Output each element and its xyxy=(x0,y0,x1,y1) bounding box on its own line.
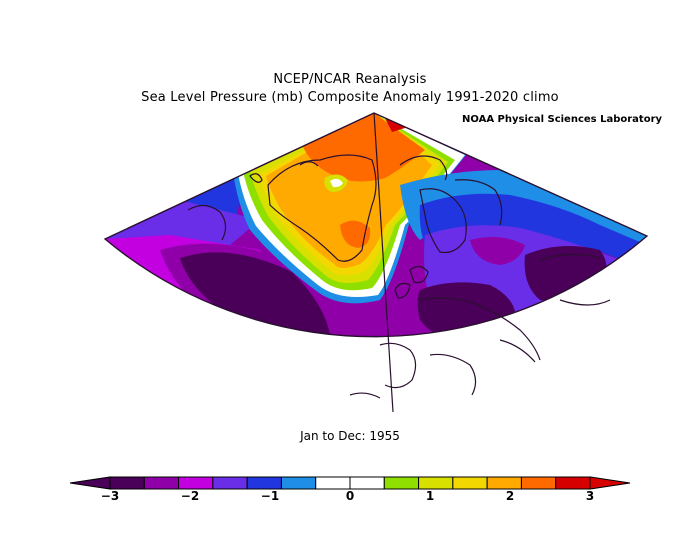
colorbar-cell xyxy=(349,476,385,490)
colorbar-cell xyxy=(418,476,454,490)
prime-meridian xyxy=(373,112,394,413)
colorbar-cell xyxy=(280,476,317,490)
colorbar-cell xyxy=(315,476,351,490)
colorbar-cell xyxy=(178,476,214,490)
colorbar-cell xyxy=(520,476,557,490)
coastlines xyxy=(187,154,611,399)
map-title: NCEP/NCAR Reanalysis xyxy=(273,72,427,87)
colorbar-tick-label: 2 xyxy=(505,489,515,503)
colorbar-cell xyxy=(486,476,522,490)
map-subtitle: Sea Level Pressure (mb) Composite Anomal… xyxy=(141,90,559,105)
colorbar-tick-label: −3 xyxy=(100,489,120,503)
map-frame xyxy=(103,112,649,338)
colorbar-tick-label: 1 xyxy=(425,489,435,503)
credit-label: NOAA Physical Sciences Laboratory xyxy=(462,114,663,125)
colorbar-cell xyxy=(452,476,488,490)
colorbar-cell xyxy=(555,476,591,490)
colorbar-tick-label: −1 xyxy=(260,489,280,503)
time-period-label: Jan to Dec: 1955 xyxy=(300,429,400,443)
colorbar-cell xyxy=(212,476,248,490)
colorbar-tick-label: 3 xyxy=(585,489,595,503)
colorbar-cell xyxy=(246,476,282,490)
colorbar-high-arrow xyxy=(589,476,631,490)
colorbar-cell xyxy=(109,476,145,490)
colorbar-low-arrow xyxy=(69,476,111,490)
colorbar-tick-label: 0 xyxy=(345,489,355,503)
colorbar-cell xyxy=(143,476,180,490)
colorbar-tick-label: −2 xyxy=(180,489,200,503)
colorbar-cell xyxy=(383,476,420,490)
